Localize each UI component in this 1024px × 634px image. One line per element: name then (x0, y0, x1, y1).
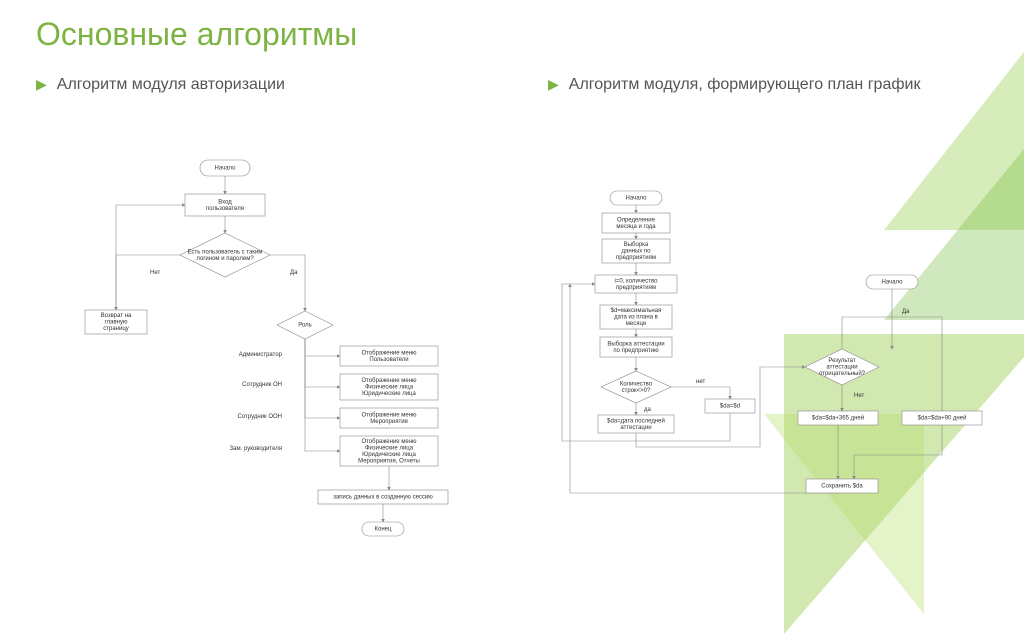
svg-text:Конец: Конец (375, 527, 392, 533)
svg-text:Мероприятия: Мероприятия (370, 419, 408, 425)
subtitle-right: ▶ Алгоритм модуля, формирующего план гра… (512, 73, 1024, 97)
svg-text:Роль: Роль (298, 323, 312, 329)
subtitle-left: ▶ Алгоритм модуля авторизации (0, 73, 512, 97)
svg-text:Отображение меню: Отображение меню (361, 350, 417, 356)
svg-text:Нет: Нет (854, 393, 864, 399)
subtitle-left-text: Алгоритм модуля авторизации (57, 73, 285, 97)
svg-text:нет: нет (696, 379, 705, 385)
svg-text:Начало: Начало (215, 166, 237, 172)
svg-text:дата из плана в: дата из плана в (614, 315, 658, 321)
subtitle-row: ▶ Алгоритм модуля авторизации ▶ Алгоритм… (0, 73, 1024, 97)
svg-text:Да: Да (902, 309, 910, 315)
svg-text:строк<>0?: строк<>0? (622, 388, 651, 394)
svg-text:Есть пользователь с таким: Есть пользователь с таким (188, 249, 263, 255)
svg-text:Начало: Начало (882, 280, 904, 286)
svg-text:Выборка: Выборка (624, 242, 649, 248)
svg-text:Юридические лица: Юридические лица (362, 452, 416, 458)
diagrams-container: Нет Да Начало Входпользователя Есть пользова… (0, 140, 1024, 574)
svg-text:пользователя: пользователя (206, 206, 244, 212)
svg-text:Количество: Количество (620, 381, 653, 387)
svg-text:аттестации: аттестации (620, 425, 651, 431)
flowchart-plan-schedule: да нет Да Нет Начало Определениемесяца и года… (510, 142, 1010, 562)
svg-text:Вход: Вход (218, 199, 232, 205)
svg-text:i=0, количество: i=0, количество (615, 278, 659, 284)
svg-text:Зам. руководителя: Зам. руководителя (230, 446, 282, 452)
svg-text:предприятиям: предприятиям (616, 285, 656, 291)
svg-text:месяце: месяце (626, 321, 647, 327)
svg-text:Результат: Результат (828, 358, 856, 364)
svg-text:Отображение меню: Отображение меню (361, 439, 417, 445)
svg-text:по предприятию: по предприятию (613, 348, 659, 354)
svg-text:Сотрудник ООН: Сотрудник ООН (238, 414, 282, 420)
svg-text:Определение: Определение (617, 217, 656, 223)
bullet-icon: ▶ (36, 76, 47, 93)
svg-text:Администратор: Администратор (239, 352, 283, 358)
svg-text:данных по: данных по (621, 249, 651, 255)
subtitle-right-text: Алгоритм модуля, формирующего план графи… (569, 73, 921, 97)
svg-text:Физические лица: Физические лица (365, 445, 414, 451)
page-title: Основные алгоритмы (0, 0, 1024, 53)
svg-text:Сотрудник ОН: Сотрудник ОН (242, 382, 282, 388)
svg-text:$d=максимальная: $d=максимальная (611, 308, 662, 314)
svg-text:месяца и года: месяца и года (616, 224, 656, 230)
svg-text:$da=$d: $da=$d (720, 404, 740, 410)
svg-text:Да: Да (290, 270, 298, 276)
svg-text:Выборка аттестации: Выборка аттестации (607, 341, 664, 347)
svg-text:логином и паролем?: логином и паролем? (196, 256, 254, 262)
svg-text:Физические лица: Физические лица (365, 385, 414, 391)
svg-text:$da=$da+90 дней: $da=$da+90 дней (918, 415, 967, 422)
svg-text:страницу: страницу (103, 326, 129, 332)
flowchart-authorization: Нет Да Начало Входпользователя Есть пользова… (40, 140, 480, 560)
svg-text:отрицательный?: отрицательный? (819, 370, 866, 377)
svg-text:$da=дата последней: $da=дата последней (607, 417, 665, 424)
svg-text:Отображение меню: Отображение меню (361, 378, 417, 384)
svg-text:Начало: Начало (626, 196, 648, 202)
svg-text:аттестации: аттестации (826, 365, 857, 371)
bullet-icon: ▶ (548, 76, 559, 93)
svg-text:Юридические лица: Юридические лица (362, 391, 416, 397)
svg-text:$da=$da+365 дней: $da=$da+365 дней (812, 415, 864, 422)
svg-text:Нет: Нет (150, 270, 160, 276)
svg-text:Возврат на: Возврат на (101, 313, 132, 319)
svg-text:Мероприятия, Отчеты: Мероприятия, Отчеты (358, 458, 420, 464)
svg-text:Отображение меню: Отображение меню (361, 412, 417, 418)
svg-text:запись данных в созданную сесс: запись данных в созданную сессию (333, 495, 433, 501)
svg-text:да: да (644, 407, 652, 413)
svg-text:предприятиям: предприятиям (616, 255, 656, 261)
svg-text:главную: главную (105, 320, 128, 326)
svg-text:Пользователи: Пользователи (369, 357, 408, 363)
svg-text:Сохранить $da: Сохранить $da (821, 484, 863, 490)
